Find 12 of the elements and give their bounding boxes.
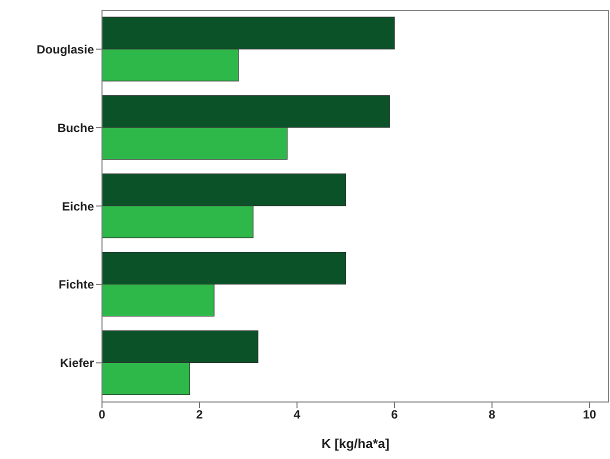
y-tick-label: Douglasie	[36, 42, 94, 56]
y-tick-label: Fichte	[58, 278, 94, 292]
x-tick-label: 4	[294, 408, 301, 422]
y-tick-label: Buche	[57, 120, 94, 135]
x-tick-label: 6	[391, 408, 398, 422]
y-tick-label: Kiefer	[60, 356, 94, 370]
x-tick-label: 8	[488, 408, 496, 422]
x-tick-label: 2	[196, 408, 204, 422]
x-axis-title: K [kg/ha*a]	[322, 436, 390, 451]
x-tick-label: 0	[98, 408, 106, 422]
y-tick-label: Eiche	[62, 199, 94, 214]
x-tick-label: 10	[582, 408, 596, 422]
